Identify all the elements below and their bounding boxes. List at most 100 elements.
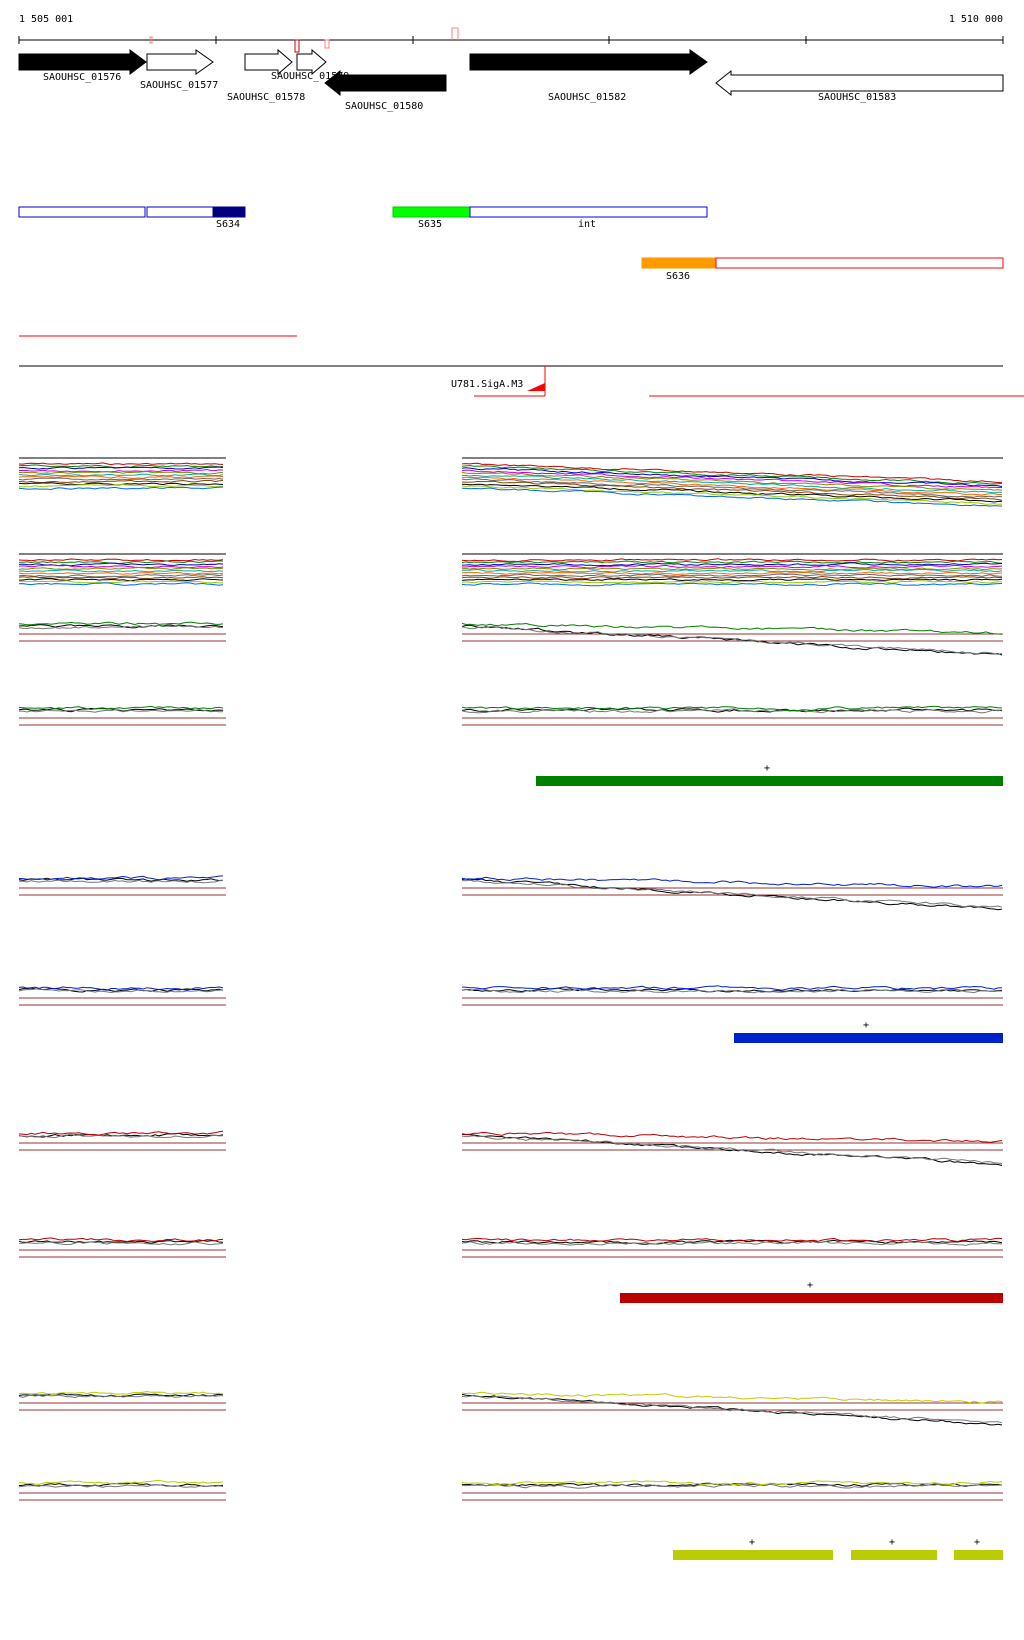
profile-line [461, 1240, 1003, 1246]
profile-line [18, 468, 224, 473]
profile-line [18, 479, 224, 484]
segment-label: S636 [666, 271, 690, 282]
axis-end-label: 1 510 000 [949, 14, 1003, 25]
condition-marks: + + + + + + [536, 763, 1003, 1560]
profile-line [461, 564, 1003, 569]
condition-bar[interactable] [673, 1550, 833, 1560]
profile-line [461, 464, 1003, 485]
gene-label: SAOUHSC_01577 [140, 80, 218, 91]
profile-line [18, 1133, 224, 1139]
profile-line [18, 475, 224, 479]
axis-ticks [18, 36, 1004, 44]
profile-line [18, 571, 224, 575]
profile-line [461, 1135, 1003, 1165]
segment-int[interactable] [469, 206, 708, 218]
gene-arrow[interactable]: SAOUHSC_01577 [140, 49, 218, 91]
profile-line [461, 878, 1003, 911]
profile-line [18, 879, 224, 884]
profile-line [18, 1239, 224, 1244]
segment-s635[interactable] [392, 206, 471, 218]
profile-line [18, 1390, 224, 1395]
profile-line [461, 988, 1003, 994]
promoter-label: U781.SigA.M3 [451, 379, 523, 390]
profile-line [461, 469, 1002, 488]
profile-line [461, 558, 1003, 563]
profile-line [18, 986, 224, 991]
profile-line [18, 1130, 224, 1136]
profile-line [461, 476, 1002, 496]
profile-line [461, 485, 1003, 505]
condition-mark: + [974, 1537, 980, 1548]
profile-line [18, 466, 224, 470]
profile-line [461, 462, 1003, 484]
segment-s634[interactable] [212, 206, 246, 218]
condition-mark: + [863, 1020, 869, 1031]
profile-line [18, 576, 224, 580]
segment-s636[interactable] [641, 257, 717, 269]
gene-arrow[interactable]: SAOUHSC_01576 [18, 49, 147, 83]
promoter-flag-icon[interactable] [527, 383, 545, 391]
axis-start-label: 1 505 001 [19, 14, 73, 25]
profile-line [18, 477, 224, 481]
profile-line [18, 705, 224, 711]
gene-arrow[interactable]: SAOUHSC_01583 [715, 69, 1004, 103]
condition-mark: + [749, 1537, 755, 1548]
profile-line [461, 1393, 1003, 1426]
profile-line [461, 474, 1002, 494]
profile-line [18, 1482, 224, 1487]
profile-line [461, 480, 1003, 501]
gene-label: SAOUHSC_01578 [227, 92, 305, 103]
gene-arrow[interactable]: SAOUHSC_01582 [469, 49, 708, 103]
gene-arrow[interactable]: SAOUHSC_01580 [324, 69, 447, 112]
profile-line [461, 578, 1003, 582]
condition-mark: + [764, 763, 770, 774]
profile-line [18, 988, 224, 994]
axis-feature-marks [149, 27, 459, 44]
segment-label: S634 [216, 219, 240, 230]
profile-line [461, 876, 1003, 888]
profile-line [18, 462, 224, 466]
profile-line [18, 875, 224, 881]
gene-label: SAOUHSC_01576 [43, 72, 121, 83]
profile-line [18, 621, 224, 626]
profile-line [461, 985, 1003, 991]
profile-line [461, 708, 1003, 714]
profile-line [19, 708, 223, 713]
profile-line [18, 707, 224, 713]
profile-line [18, 569, 224, 573]
condition-bar[interactable] [734, 1033, 1003, 1043]
gene-label: SAOUHSC_01580 [345, 101, 423, 112]
profile-line [461, 487, 1003, 507]
profile-line [18, 1484, 224, 1488]
profile-line [18, 1479, 224, 1485]
profile-line [461, 1131, 1003, 1143]
profile-line [461, 582, 1003, 587]
profile-line [461, 567, 1003, 571]
profile-line [461, 879, 1003, 908]
condition-bar[interactable] [620, 1293, 1003, 1303]
profile-line [18, 473, 224, 477]
gene-label: SAOUHSC_01583 [818, 92, 896, 103]
condition-bar[interactable] [851, 1550, 937, 1560]
profile-line [18, 470, 224, 475]
profile-line [461, 467, 1003, 488]
gene-arrow[interactable]: SAOUHSC_01578 [227, 48, 305, 103]
profile-line [461, 573, 1003, 578]
profile-line [18, 558, 224, 562]
profile-line [461, 471, 1003, 491]
profile-line [461, 624, 1003, 656]
profile-line [18, 564, 224, 569]
condition-mark: + [889, 1537, 895, 1548]
profile-line [461, 625, 1003, 655]
gene-arrow[interactable]: SAOUHSC_01579 [271, 39, 349, 82]
profile-line [18, 566, 224, 571]
profile-line [461, 1480, 1003, 1486]
condition-bar[interactable] [954, 1550, 1003, 1560]
coordinate-axis: 1 505 001 1 510 000 [18, 14, 1004, 44]
profile-line [461, 568, 1003, 573]
profile-line [461, 1483, 1003, 1489]
condition-bar[interactable] [536, 776, 1003, 786]
profile-line [18, 1241, 224, 1246]
profile-line [461, 575, 1002, 580]
profile-line [461, 478, 1003, 498]
